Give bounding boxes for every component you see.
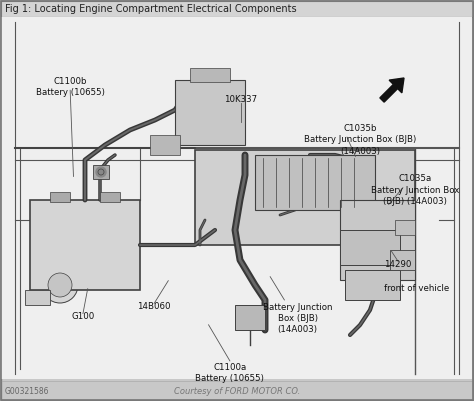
Bar [93,165,109,179]
Text: G100: G100 [71,312,95,321]
Bar [1,1,473,17]
Bar [25,290,50,305]
Bar [150,135,180,155]
Text: C1100a
Battery (10655): C1100a Battery (10655) [195,363,264,383]
Bar [255,155,375,210]
Bar [50,192,70,202]
Bar [100,192,120,202]
Bar [345,270,400,300]
Text: C1035a
Battery Junction Box
(BJB) (14A003): C1035a Battery Junction Box (BJB) (14A00… [371,174,459,206]
Bar [175,80,245,145]
Text: C1100b
Battery (10655): C1100b Battery (10655) [36,77,105,97]
Bar [190,68,230,82]
Circle shape [42,267,78,303]
Bar [235,305,265,330]
Text: 14290: 14290 [384,260,412,269]
Text: Fig 1: Locating Engine Compartment Electrical Components: Fig 1: Locating Engine Compartment Elect… [5,4,297,14]
Text: front of vehicle: front of vehicle [384,284,450,293]
Bar [390,250,415,270]
Text: 14B060: 14B060 [137,302,171,311]
Text: G00321586: G00321586 [5,387,49,395]
Bar [395,220,415,235]
Bar [30,200,140,290]
Circle shape [96,167,106,177]
Bar [340,200,415,280]
Text: Battery Junction
Box (BJB)
(14A003): Battery Junction Box (BJB) (14A003) [263,303,332,334]
Bar [195,150,415,245]
Circle shape [48,273,72,297]
Bar [340,230,400,265]
FancyArrow shape [380,78,404,102]
Text: Courtesy of FORD MOTOR CO.: Courtesy of FORD MOTOR CO. [174,387,300,395]
Text: 10K337: 10K337 [224,95,257,104]
Text: C1035b
Battery Junction Box (BJB)
(14A003): C1035b Battery Junction Box (BJB) (14A00… [304,124,416,156]
